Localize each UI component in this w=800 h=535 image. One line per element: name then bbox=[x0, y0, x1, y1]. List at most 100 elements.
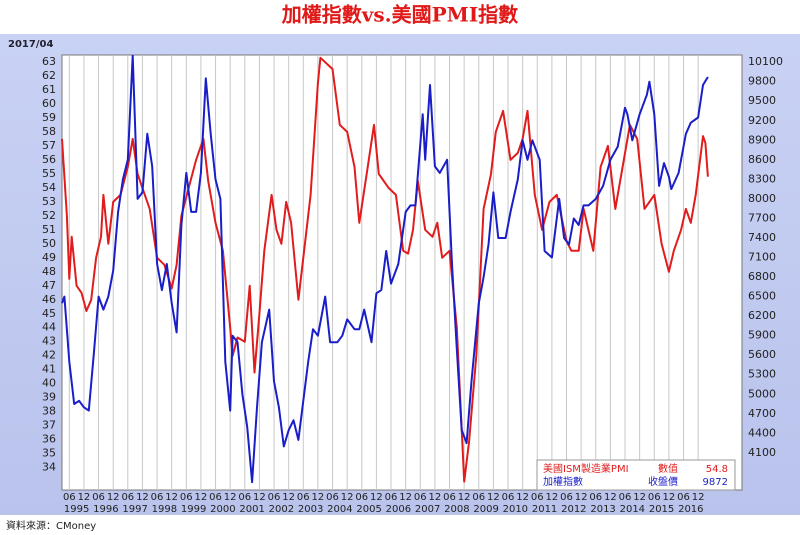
year-label: 2008 bbox=[444, 504, 469, 515]
y-tick-label: 44 bbox=[42, 321, 56, 334]
legend-stat: 收盤價 bbox=[648, 475, 678, 488]
y2-tick-label: 7100 bbox=[748, 251, 776, 264]
year-label: 2007 bbox=[415, 504, 440, 515]
y-tick-label: 52 bbox=[42, 209, 56, 222]
legend-name: 加權指數 bbox=[543, 475, 583, 488]
x-tick-label: 06 bbox=[472, 492, 485, 503]
y-tick-label: 53 bbox=[42, 195, 56, 208]
x-tick-label: 12 bbox=[692, 492, 705, 503]
x-tick-label: 12 bbox=[253, 492, 266, 503]
x-tick-label: 12 bbox=[136, 492, 149, 503]
y2-tick-label: 7700 bbox=[748, 211, 776, 224]
x-tick-label: 06 bbox=[355, 492, 368, 503]
x-tick-label: 06 bbox=[648, 492, 661, 503]
y-tick-label: 38 bbox=[42, 405, 56, 418]
y-tick-label: 54 bbox=[42, 181, 56, 194]
year-label: 1999 bbox=[181, 504, 206, 515]
year-label: 2010 bbox=[503, 504, 528, 515]
year-label: 2006 bbox=[386, 504, 411, 515]
y2-tick-label: 9500 bbox=[748, 94, 776, 107]
x-tick-label: 12 bbox=[78, 492, 91, 503]
x-tick-label: 06 bbox=[502, 492, 515, 503]
y2-tick-label: 9200 bbox=[748, 114, 776, 127]
y-tick-label: 39 bbox=[42, 391, 56, 404]
year-label: 2015 bbox=[649, 504, 674, 515]
legend-value: 9872 bbox=[703, 477, 728, 488]
x-tick-label: 06 bbox=[589, 492, 602, 503]
x-tick-label: 06 bbox=[151, 492, 164, 503]
x-tick-label: 06 bbox=[180, 492, 193, 503]
legend bbox=[536, 459, 736, 491]
y-tick-label: 51 bbox=[42, 223, 56, 236]
x-tick-label: 12 bbox=[458, 492, 471, 503]
y-tick-label: 56 bbox=[42, 153, 56, 166]
x-tick-label: 06 bbox=[326, 492, 339, 503]
x-tick-label: 12 bbox=[195, 492, 208, 503]
y-tick-label: 40 bbox=[42, 377, 56, 390]
x-tick-label: 06 bbox=[238, 492, 251, 503]
y-tick-label: 50 bbox=[42, 237, 56, 250]
year-label: 1998 bbox=[152, 504, 177, 515]
year-label: 2003 bbox=[298, 504, 323, 515]
year-label: 2009 bbox=[473, 504, 498, 515]
year-label: 2014 bbox=[620, 504, 645, 515]
x-tick-label: 12 bbox=[633, 492, 646, 503]
y-tick-label: 45 bbox=[42, 307, 56, 320]
x-tick-label: 06 bbox=[297, 492, 310, 503]
y-tick-label: 42 bbox=[42, 349, 56, 362]
y2-tick-label: 9800 bbox=[748, 75, 776, 88]
x-tick-label: 12 bbox=[282, 492, 295, 503]
x-tick-label: 06 bbox=[560, 492, 573, 503]
series-line bbox=[61, 54, 709, 484]
y2-tick-label: 6200 bbox=[748, 309, 776, 322]
y-tick-label: 43 bbox=[42, 335, 56, 348]
y-tick-label: 60 bbox=[42, 97, 56, 110]
y2-tick-label: 8300 bbox=[748, 172, 776, 185]
y2-tick-label: 5600 bbox=[748, 348, 776, 361]
x-tick-label: 12 bbox=[107, 492, 120, 503]
x-tick-label: 06 bbox=[385, 492, 398, 503]
y2-tick-label: 10100 bbox=[748, 55, 783, 68]
x-tick-label: 12 bbox=[370, 492, 383, 503]
x-tick-label: 06 bbox=[414, 492, 427, 503]
year-label: 2004 bbox=[327, 504, 352, 515]
x-tick-label: 06 bbox=[268, 492, 281, 503]
y-tick-label: 59 bbox=[42, 111, 56, 124]
year-label: 1997 bbox=[122, 504, 147, 515]
y2-tick-label: 8600 bbox=[748, 153, 776, 166]
series-line bbox=[61, 56, 709, 483]
y-tick-label: 57 bbox=[42, 139, 56, 152]
x-tick-label: 06 bbox=[209, 492, 222, 503]
x-tick-label: 12 bbox=[604, 492, 617, 503]
x-tick-label: 12 bbox=[312, 492, 325, 503]
year-label: 2011 bbox=[532, 504, 557, 515]
y-tick-label: 34 bbox=[42, 461, 56, 474]
x-tick-label: 06 bbox=[92, 492, 105, 503]
x-tick-label: 06 bbox=[677, 492, 690, 503]
y2-tick-label: 4100 bbox=[748, 446, 776, 459]
y-tick-label: 49 bbox=[42, 251, 56, 264]
x-tick-label: 12 bbox=[516, 492, 529, 503]
x-tick-label: 12 bbox=[399, 492, 412, 503]
y2-tick-label: 5000 bbox=[748, 387, 776, 400]
y-tick-label: 37 bbox=[42, 419, 56, 432]
x-tick-label: 12 bbox=[429, 492, 442, 503]
y-tick-label: 63 bbox=[42, 55, 56, 68]
y2-tick-label: 8900 bbox=[748, 133, 776, 146]
chart-title: 加權指數vs.美國PMI指數 bbox=[281, 3, 518, 27]
year-label: 2001 bbox=[239, 504, 264, 515]
year-label: 2012 bbox=[561, 504, 586, 515]
x-tick-label: 12 bbox=[341, 492, 354, 503]
x-tick-label: 12 bbox=[546, 492, 559, 503]
y-tick-label: 58 bbox=[42, 125, 56, 138]
date-label: 2017/04 bbox=[8, 39, 53, 50]
x-tick-label: 06 bbox=[121, 492, 134, 503]
year-label: 2005 bbox=[356, 504, 381, 515]
legend-stat: 數值 bbox=[658, 462, 678, 475]
x-tick-label: 12 bbox=[487, 492, 500, 503]
y-tick-label: 41 bbox=[42, 363, 56, 376]
y2-tick-label: 6800 bbox=[748, 270, 776, 283]
y-tick-label: 55 bbox=[42, 167, 56, 180]
